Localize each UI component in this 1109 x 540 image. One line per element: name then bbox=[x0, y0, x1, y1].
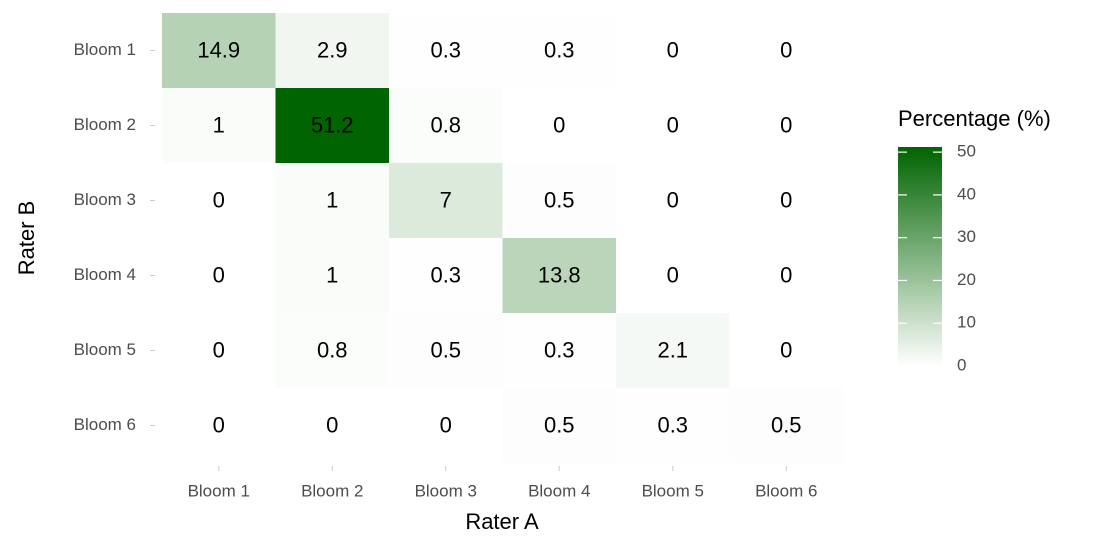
y-tick-label: Bloom 2 bbox=[74, 115, 136, 134]
heatmap-cell bbox=[162, 13, 276, 88]
cell-label: 0.3 bbox=[430, 262, 461, 287]
y-tick-label: Bloom 6 bbox=[74, 415, 136, 434]
cell-label: 0 bbox=[780, 187, 792, 212]
heatmap-cell bbox=[275, 238, 389, 313]
cell-label: 0 bbox=[326, 412, 338, 437]
heatmap-cell bbox=[502, 313, 616, 388]
y-axis-title: Rater B bbox=[14, 201, 39, 276]
y-tick-label: Bloom 5 bbox=[74, 340, 136, 359]
heatmap-cell bbox=[162, 88, 276, 163]
y-tick-label: Bloom 1 bbox=[74, 40, 136, 59]
heatmap-cell bbox=[389, 88, 503, 163]
heatmap-cell bbox=[275, 313, 389, 388]
heatmap-cell bbox=[275, 88, 389, 163]
heatmap-cell bbox=[729, 88, 843, 163]
cell-label: 0.8 bbox=[317, 337, 348, 362]
x-tick-label: Bloom 3 bbox=[415, 481, 477, 500]
cell-label: 0.5 bbox=[430, 337, 461, 362]
colorbar-label: 30 bbox=[957, 227, 976, 246]
heatmap-cell bbox=[162, 388, 276, 463]
heatmap-cell bbox=[162, 313, 276, 388]
cell-label: 0 bbox=[213, 187, 225, 212]
heatmap-cell bbox=[275, 163, 389, 238]
cell-label: 0.5 bbox=[544, 412, 575, 437]
x-tick-label: Bloom 2 bbox=[301, 481, 363, 500]
cell-label: 1 bbox=[326, 187, 338, 212]
cell-label: 0.3 bbox=[430, 37, 461, 62]
cell-label: 13.8 bbox=[538, 262, 581, 287]
heatmap-cell bbox=[389, 163, 503, 238]
heatmap-cell bbox=[502, 88, 616, 163]
cell-label: 0.8 bbox=[430, 112, 461, 137]
cell-label: 0 bbox=[440, 412, 452, 437]
cell-label: 1 bbox=[213, 112, 225, 137]
colorbar-label: 20 bbox=[957, 270, 976, 289]
colorbar bbox=[898, 147, 942, 366]
heatmap-cell bbox=[616, 388, 730, 463]
y-tick-label: Bloom 3 bbox=[74, 190, 136, 209]
heatmap-cell bbox=[729, 238, 843, 313]
cell-label: 0 bbox=[780, 112, 792, 137]
cell-label: 14.9 bbox=[197, 37, 240, 62]
cell-label: 0.5 bbox=[771, 412, 802, 437]
colorbar-label: 50 bbox=[957, 142, 976, 161]
heatmap-cell bbox=[389, 238, 503, 313]
colorbar-label: 0 bbox=[957, 355, 966, 374]
cell-label: 7 bbox=[440, 187, 452, 212]
heatmap-cell bbox=[616, 88, 730, 163]
cell-label: 0 bbox=[213, 412, 225, 437]
heatmap-cell bbox=[162, 238, 276, 313]
x-axis-title: Rater A bbox=[465, 509, 539, 534]
heatmap-cell bbox=[729, 163, 843, 238]
heatmap-cell bbox=[389, 388, 503, 463]
x-tick-label: Bloom 6 bbox=[755, 481, 817, 500]
heatmap-cell bbox=[729, 313, 843, 388]
cell-label: 0 bbox=[667, 112, 679, 137]
heatmap-cell bbox=[502, 238, 616, 313]
y-tick-label: Bloom 4 bbox=[74, 265, 136, 284]
heatmap-cell bbox=[729, 388, 843, 463]
heatmap-cell bbox=[502, 388, 616, 463]
cell-label: 1 bbox=[326, 262, 338, 287]
cell-label: 0.5 bbox=[544, 187, 575, 212]
legend-title: Percentage (%) bbox=[898, 106, 1051, 131]
cell-label: 0 bbox=[780, 262, 792, 287]
cell-label: 0 bbox=[213, 337, 225, 362]
colorbar-label: 40 bbox=[957, 184, 976, 203]
heatmap-cell bbox=[729, 13, 843, 88]
heatmap-cell bbox=[275, 388, 389, 463]
heatmap-cell bbox=[502, 163, 616, 238]
cell-label: 0.3 bbox=[657, 412, 688, 437]
cell-label: 51.2 bbox=[311, 112, 354, 137]
cell-label: 0 bbox=[667, 262, 679, 287]
cell-label: 0 bbox=[667, 37, 679, 62]
cell-label: 0 bbox=[667, 187, 679, 212]
cell-label: 0.3 bbox=[544, 337, 575, 362]
heatmap-cell bbox=[616, 13, 730, 88]
x-tick-label: Bloom 5 bbox=[642, 481, 704, 500]
heatmap-cell bbox=[616, 163, 730, 238]
colorbar-label: 10 bbox=[957, 313, 976, 332]
x-tick-label: Bloom 1 bbox=[188, 481, 250, 500]
heatmap-cell bbox=[616, 238, 730, 313]
cell-label: 0 bbox=[780, 37, 792, 62]
cell-label: 2.1 bbox=[657, 337, 688, 362]
heatmap-cell bbox=[616, 313, 730, 388]
heatmap-cell bbox=[275, 13, 389, 88]
cell-label: 0 bbox=[780, 337, 792, 362]
cell-label: 2.9 bbox=[317, 37, 348, 62]
heatmap-cell bbox=[162, 163, 276, 238]
cell-label: 0.3 bbox=[544, 37, 575, 62]
heatmap-cell bbox=[502, 13, 616, 88]
x-tick-label: Bloom 4 bbox=[528, 481, 590, 500]
cell-label: 0 bbox=[213, 262, 225, 287]
heatmap-cell bbox=[389, 313, 503, 388]
cell-label: 0 bbox=[553, 112, 565, 137]
heatmap-cell bbox=[389, 13, 503, 88]
